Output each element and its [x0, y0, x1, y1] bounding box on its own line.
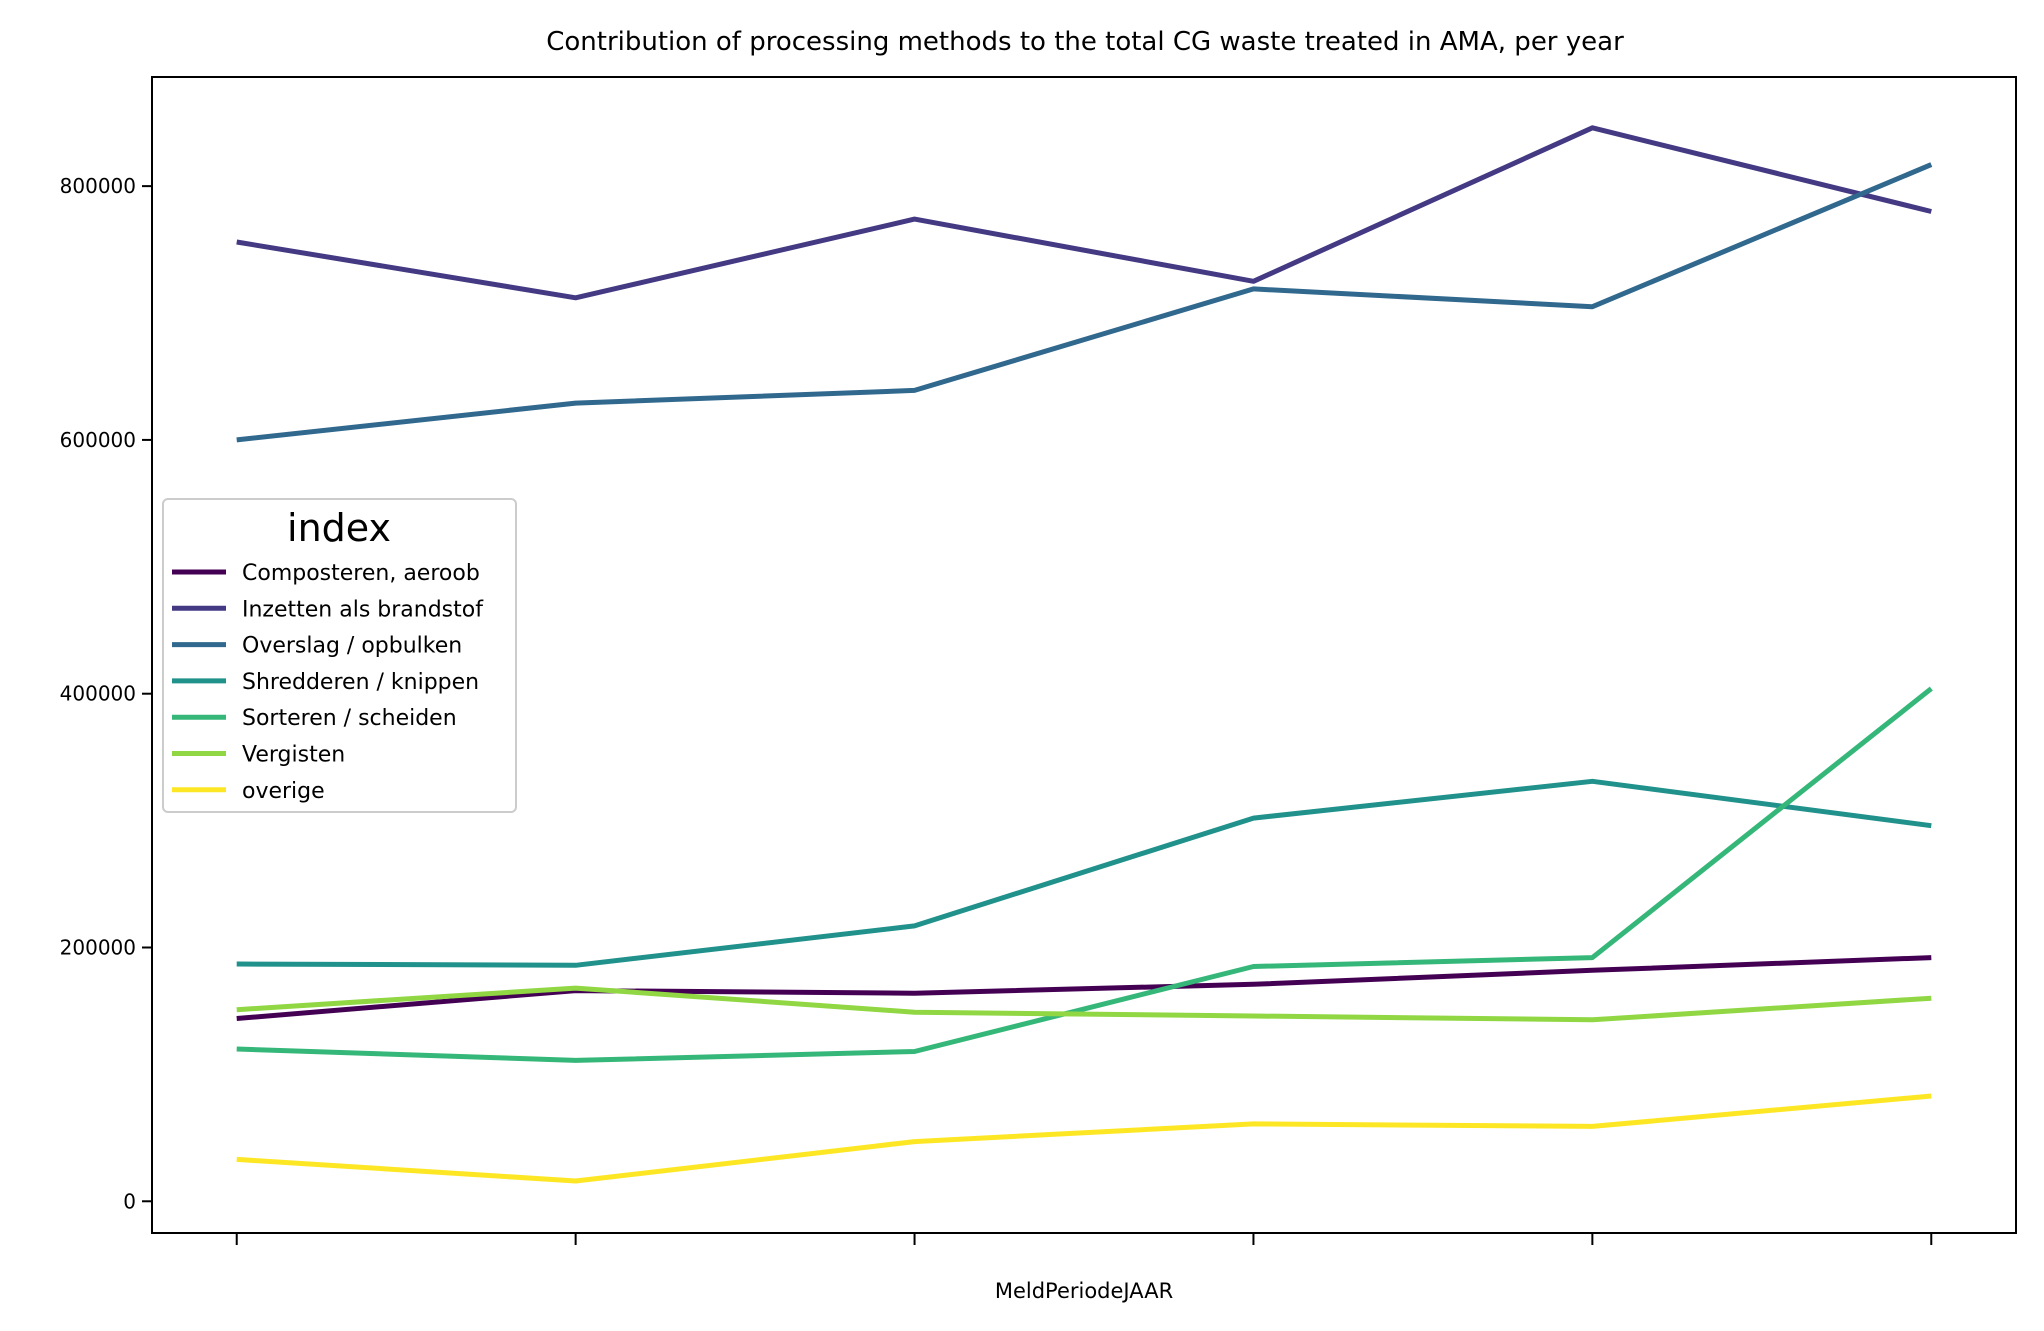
legend-frame: [162, 498, 517, 813]
legend-items: Composteren, aeroob Inzetten als brandsto…: [172, 561, 484, 804]
y-tick-label: 400000: [60, 682, 136, 706]
series-line-3: [236, 778, 1932, 968]
series-layer: [236, 125, 1933, 1184]
series-line-6: [236, 1093, 1932, 1184]
series-line-5: [236, 985, 1932, 1023]
legend-label-0: Composteren, aeroob: [242, 561, 480, 586]
y-tick-label: 0: [123, 1189, 136, 1213]
legend-label-5: Vergisten: [242, 743, 345, 768]
y-axis: 0 200000 400000 600000 800000: [60, 174, 152, 1213]
y-tick-label: 200000: [60, 935, 136, 959]
legend-label-2: Overslag / opbulken: [242, 634, 462, 659]
legend-label-1: Inzetten als brandstof: [242, 597, 484, 622]
series-line-0: [236, 955, 1932, 1021]
legend-label-3: Shredderen / knippen: [242, 670, 479, 695]
y-tick-label: 800000: [60, 174, 136, 198]
legend-label-4: Sorteren / scheiden: [242, 706, 457, 731]
legend-title: index: [287, 506, 391, 550]
y-tick-label: 600000: [60, 428, 136, 452]
chart-title: Contribution of processing methods to th…: [546, 27, 1624, 57]
series-line-4: [236, 686, 1933, 1063]
plot-frame: [151, 76, 2017, 1234]
legend-label-6: overige: [242, 779, 325, 804]
series-line-1: [236, 125, 1932, 301]
x-axis-label: MeldPeriodeJAAR: [995, 1279, 1173, 1303]
legend[interactable]: index Composteren, aeroob Inzetten als br…: [162, 498, 517, 813]
x-axis: [235, 1233, 1933, 1245]
series-line-2: [236, 162, 1933, 443]
